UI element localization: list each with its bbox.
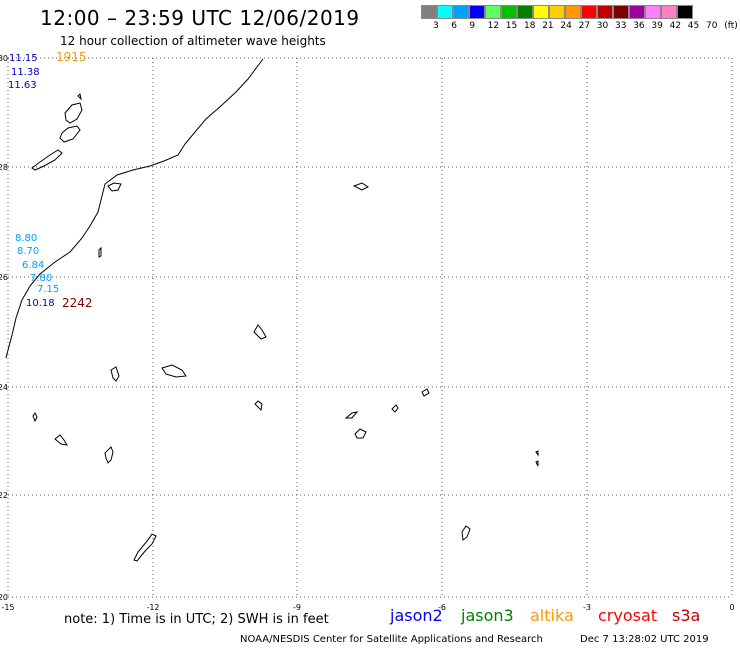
legend-swatch	[453, 5, 469, 19]
island-small-13	[54, 434, 68, 446]
island-small-14	[104, 446, 114, 464]
island-rock	[77, 92, 82, 101]
legend-label: 3	[433, 21, 439, 31]
legend-swatch	[437, 5, 453, 19]
page-title: 12:00 – 23:59 UTC 12/06/2019	[40, 6, 360, 30]
legend-label: 42	[669, 21, 682, 31]
wave-height-label: 6.84	[22, 260, 44, 271]
satellite-jason2-label: jason2	[390, 606, 443, 625]
satellite-jason3-label: jason3	[461, 606, 514, 625]
legend-swatch	[549, 5, 565, 19]
island-small-4	[253, 324, 267, 340]
legend-swatch	[421, 5, 437, 19]
island-small-1	[107, 182, 122, 192]
island-small-11	[391, 404, 399, 413]
legend-label: 21	[542, 21, 554, 31]
legend-swatch	[485, 5, 501, 19]
legend-label: 33	[615, 21, 627, 31]
wave-height-label: 11.38	[11, 67, 40, 78]
island-fuerteventura	[31, 149, 63, 171]
legend-label: 12	[487, 21, 500, 31]
island-small-15	[535, 450, 539, 457]
legend-swatch	[677, 5, 693, 19]
legend-swatch	[517, 5, 533, 19]
island-elongated	[133, 533, 157, 562]
island-small-17	[461, 525, 471, 541]
legend-swatch	[613, 5, 629, 19]
credit-text: NOAA/NESDIS Center for Satellite Applica…	[240, 634, 543, 645]
legend-label: 70	[706, 21, 718, 31]
color-legend: 3 6 9 12 15 18 21 24 27 30 33 36 39 42 45 70 (ft)	[421, 5, 738, 33]
legend-swatch	[661, 5, 677, 19]
island-small-7	[254, 400, 263, 412]
wave-height-label: 11.15	[9, 53, 38, 64]
legend-label: 36	[633, 21, 645, 31]
wave-height-label: 7.80	[30, 273, 52, 284]
legend-label: 27	[578, 21, 591, 31]
lon-tick-label: 0	[729, 603, 734, 612]
island-small-10	[344, 411, 359, 419]
lat-tick-label: 22	[0, 491, 8, 500]
legend-label: 45	[687, 21, 700, 31]
lon-tick-label: -3	[583, 603, 591, 612]
legend-label: 9	[469, 21, 476, 31]
legend-labels: 3 6 9 12 15 18 21 24 27 30 33 36 39 42 45 70 (ft)	[421, 19, 738, 33]
island-small-5	[161, 364, 187, 378]
legend-swatch	[469, 5, 485, 19]
legend-label: 18	[524, 21, 536, 31]
legend-swatch	[645, 5, 661, 19]
legend-label: 6	[451, 21, 457, 31]
legend-swatch	[501, 5, 517, 19]
page-subtitle: 12 hour collection of altimeter wave hei…	[60, 34, 326, 48]
island-small-2	[352, 182, 369, 191]
lon-tick-label: -12	[146, 603, 159, 612]
legend-label: 39	[651, 21, 663, 31]
island-small-8	[421, 388, 430, 397]
satellite-cryosat-label: cryosat	[598, 606, 658, 625]
coastline	[5, 58, 539, 562]
satellite-altika-label: altika	[530, 606, 574, 625]
legend-swatch	[533, 5, 549, 19]
wave-height-label: 11.63	[8, 80, 37, 91]
wave-height-label: 8.70	[17, 246, 39, 257]
generation-timestamp: Dec 7 13:28:02 UTC 2019	[580, 634, 709, 645]
legend-swatch	[565, 5, 581, 19]
island-small-6	[110, 366, 120, 382]
footer-note: note: 1) Time is in UTC; 2) SWH is in fe…	[64, 612, 329, 627]
legend-label: (ft)	[724, 21, 738, 31]
legend-swatch	[581, 5, 597, 19]
legend-label: 30	[596, 21, 609, 31]
island-small-3	[98, 246, 102, 258]
wave-height-label: 1915	[56, 50, 87, 64]
island-madeira	[59, 125, 81, 143]
lon-tick-label: -9	[293, 603, 301, 612]
island-porto-santo	[64, 102, 83, 124]
lon-tick-label: -15	[1, 603, 14, 612]
island-small-9	[32, 412, 38, 423]
wave-height-label: 7.15	[37, 284, 59, 295]
wave-height-annotations: 11.15 11.38 11.63 1915 8.80 8.70 6.84 7.807.15 1…	[8, 50, 93, 310]
legend-label: 15	[505, 21, 518, 31]
lat-tick-label: 20	[0, 593, 8, 602]
island-small-12	[354, 428, 367, 439]
island-small-16	[535, 460, 539, 467]
legend-swatches	[421, 5, 693, 19]
wave-height-label: 2242	[62, 296, 93, 310]
satellite-s3a-label: s3a	[672, 606, 701, 625]
africa-coastline	[5, 58, 264, 359]
legend-swatch	[597, 5, 613, 19]
wave-height-label: 10.18	[26, 298, 55, 309]
lat-tick-label: 28	[0, 163, 8, 172]
wave-height-label: 8.80	[15, 233, 37, 244]
legend-swatch	[629, 5, 645, 19]
map-grid	[7, 57, 733, 598]
lat-tick-label: 30	[0, 54, 8, 63]
legend-label: 24	[560, 21, 572, 31]
lat-tick-label: 26	[0, 273, 8, 282]
lon-tick-label: -6	[438, 603, 446, 612]
lat-tick-label: 24	[0, 383, 8, 392]
axis-tick-labels: -15 -12 -9 -6 -3 0 30 28 26 24 22 20	[0, 54, 735, 612]
